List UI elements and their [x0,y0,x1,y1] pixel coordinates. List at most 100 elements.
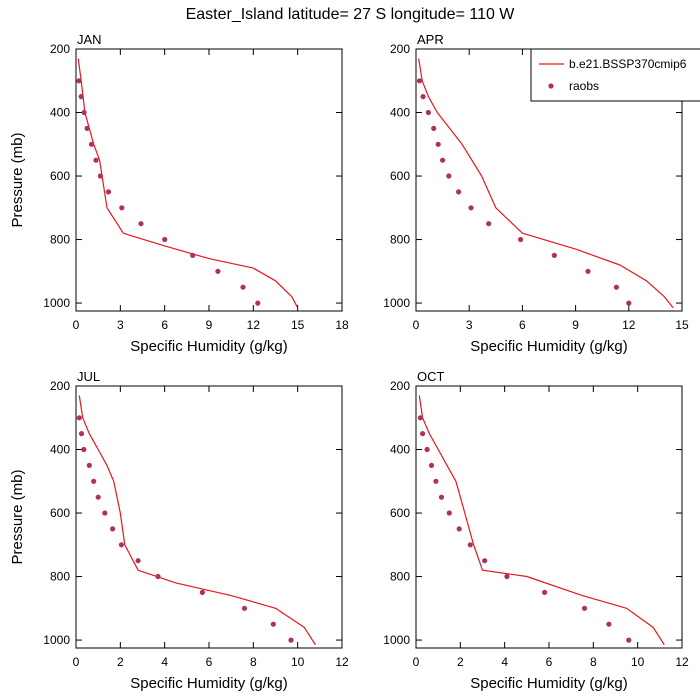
obs-point-apr [486,221,492,227]
x-tick-label-jul: 10 [291,655,305,669]
x-tick-label-apr: 3 [466,318,473,332]
obs-point-oct [467,542,473,548]
y-tick-label-apr: 1000 [383,296,410,310]
x-tick-label-oct: 4 [501,655,508,669]
panel-oct: OCT 0 2 4 6 8 10 12 200 400 600 800 1000 Specific Hum… [383,369,689,692]
legend-label-obs: raobs [569,79,599,93]
x-tick-label-jul: 4 [161,655,168,669]
x-tick-label-jul: 6 [206,655,213,669]
x-tick-label-jan: 9 [206,318,213,332]
y-tick-label-jul: 600 [50,506,70,520]
y-axis-label-jan: Pressure (mb) [9,132,26,227]
obs-point-jul [78,431,85,437]
x-tick-label-oct: 6 [546,655,553,669]
figure-title: Easter_Island latitude= 27 S longitude= … [186,6,516,23]
x-tick-label-oct: 2 [457,655,464,669]
panel-title-jan: JAN [77,32,102,47]
obs-point-jul [95,494,101,500]
y-tick-label-jul: 400 [50,443,70,457]
y-tick-label-oct: 600 [390,506,410,520]
obs-point-apr [446,173,452,179]
x-axis-label-oct: Specific Humidity (g/kg) [470,675,628,692]
x-tick-label-jan: 12 [247,318,261,332]
obs-point-oct [504,573,510,580]
y-tick-label-jul: 1000 [43,633,70,647]
obs-point-oct [581,605,588,611]
obs-point-jan [138,221,144,227]
y-tick-label-apr: 800 [390,233,410,247]
obs-point-jan [162,236,168,243]
x-tick-label-jul: 0 [73,655,80,669]
obs-point-jan [88,141,95,147]
x-tick-label-apr: 9 [572,318,579,332]
obs-point-oct [417,415,423,421]
legend: b.e21.BSSP370cmip6 raobs [530,48,700,102]
x-tick-label-jan: 18 [335,318,349,332]
plot-frame-jul [75,385,343,649]
obs-point-jul [135,558,141,564]
x-tick-label-apr: 15 [675,318,689,332]
y-tick-label-oct: 400 [390,443,410,457]
panel-title-apr: APR [417,32,444,47]
obs-point-jan [190,252,196,258]
y-tick-label-oct: 1000 [383,633,410,647]
panel-jul: JUL 0 2 4 6 8 10 12 200 400 600 800 1000 Specific Hum… [9,369,349,692]
obs-point-apr [431,125,437,131]
obs-point-jan [97,173,103,179]
obs-point-apr [626,300,632,306]
x-tick-label-jul: 12 [335,655,349,669]
y-tick-label-oct: 200 [390,379,410,393]
obs-point-oct [438,494,445,500]
obs-point-oct [542,589,548,596]
obs-point-oct [428,462,435,468]
obs-point-jan [105,189,112,195]
y-tick-label-apr: 600 [390,169,410,183]
x-axis-label-apr: Specific Humidity (g/kg) [470,338,628,355]
obs-point-oct [424,446,430,453]
obs-point-oct [606,621,612,627]
obs-point-jul [288,637,294,643]
obs-point-jan [93,157,99,163]
legend-label-model: b.e21.BSSP370cmip6 [569,57,687,71]
y-axis-label-jul: Pressure (mb) [9,469,26,564]
model-line-apr [418,58,674,309]
panel-title-oct: OCT [417,369,445,384]
obs-point-apr [456,189,462,195]
legend-marker-swatch [548,83,554,89]
obs-point-jul [76,415,82,421]
y-tick-label-jan: 1000 [43,296,70,310]
obs-point-jul [270,621,276,627]
y-tick-label-jan: 200 [50,42,70,56]
obs-point-jul [91,478,97,484]
x-tick-label-jan: 0 [73,318,80,332]
obs-point-jan [76,78,82,84]
model-line-oct [418,395,665,646]
obs-point-apr [551,252,557,258]
plot-frame-oct [415,385,683,649]
x-tick-label-jul: 8 [250,655,257,669]
x-axis-label-jul: Specific Humidity (g/kg) [130,675,288,692]
x-axis-label-jan: Specific Humidity (g/kg) [130,338,288,355]
obs-point-jul [81,446,87,453]
y-tick-label-apr: 200 [390,42,410,56]
obs-point-jul [110,526,116,532]
obs-point-apr [613,284,620,290]
obs-point-apr [416,78,423,84]
y-tick-label-jan: 600 [50,169,70,183]
x-tick-label-apr: 0 [413,318,420,332]
y-tick-label-jul: 200 [50,379,70,393]
obs-point-apr [425,109,431,116]
obs-point-oct [482,558,488,564]
obs-point-apr [440,157,446,163]
x-tick-label-apr: 6 [519,318,526,332]
y-tick-label-apr: 400 [390,106,410,120]
obs-point-apr [420,94,426,100]
legend-box [530,48,700,102]
obs-point-jul [102,510,108,516]
obs-point-jul [199,589,205,596]
y-tick-label-jan: 800 [50,233,70,247]
panel-apr: APR 0 3 6 9 12 15 200 400 600 800 1000 Specific Humi… [383,32,689,355]
y-tick-label-jan: 400 [50,106,70,120]
